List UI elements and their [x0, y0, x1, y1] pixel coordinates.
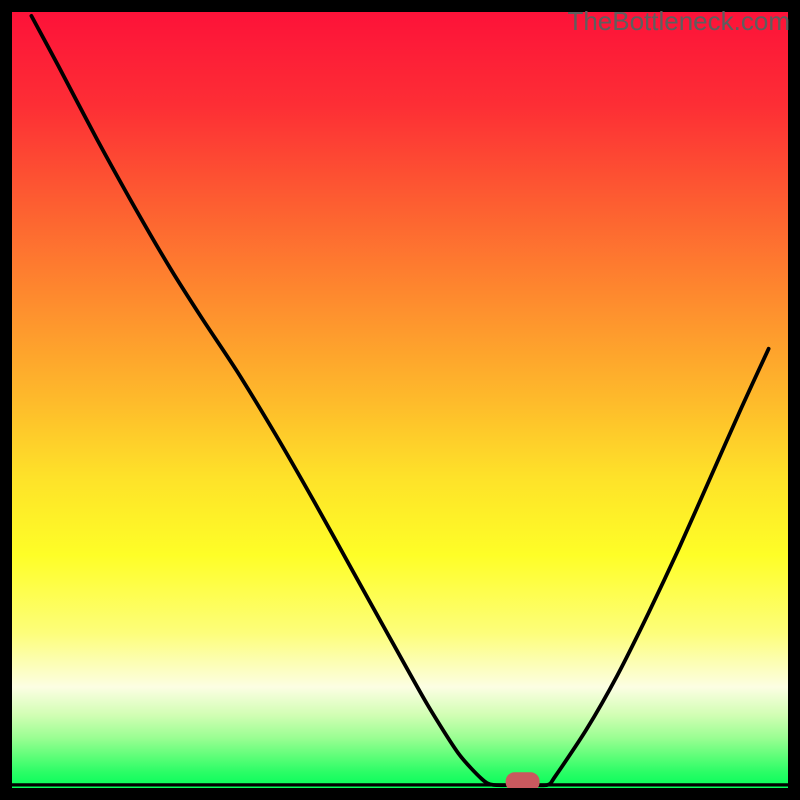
gradient-background — [12, 12, 788, 788]
optimal-marker — [506, 772, 540, 788]
watermark-text: TheBottleneck.com — [567, 6, 790, 37]
chart-container: { "watermark": "TheBottleneck.com", "cha… — [0, 0, 800, 800]
chart-svg — [12, 12, 788, 788]
plot-area — [12, 12, 788, 788]
